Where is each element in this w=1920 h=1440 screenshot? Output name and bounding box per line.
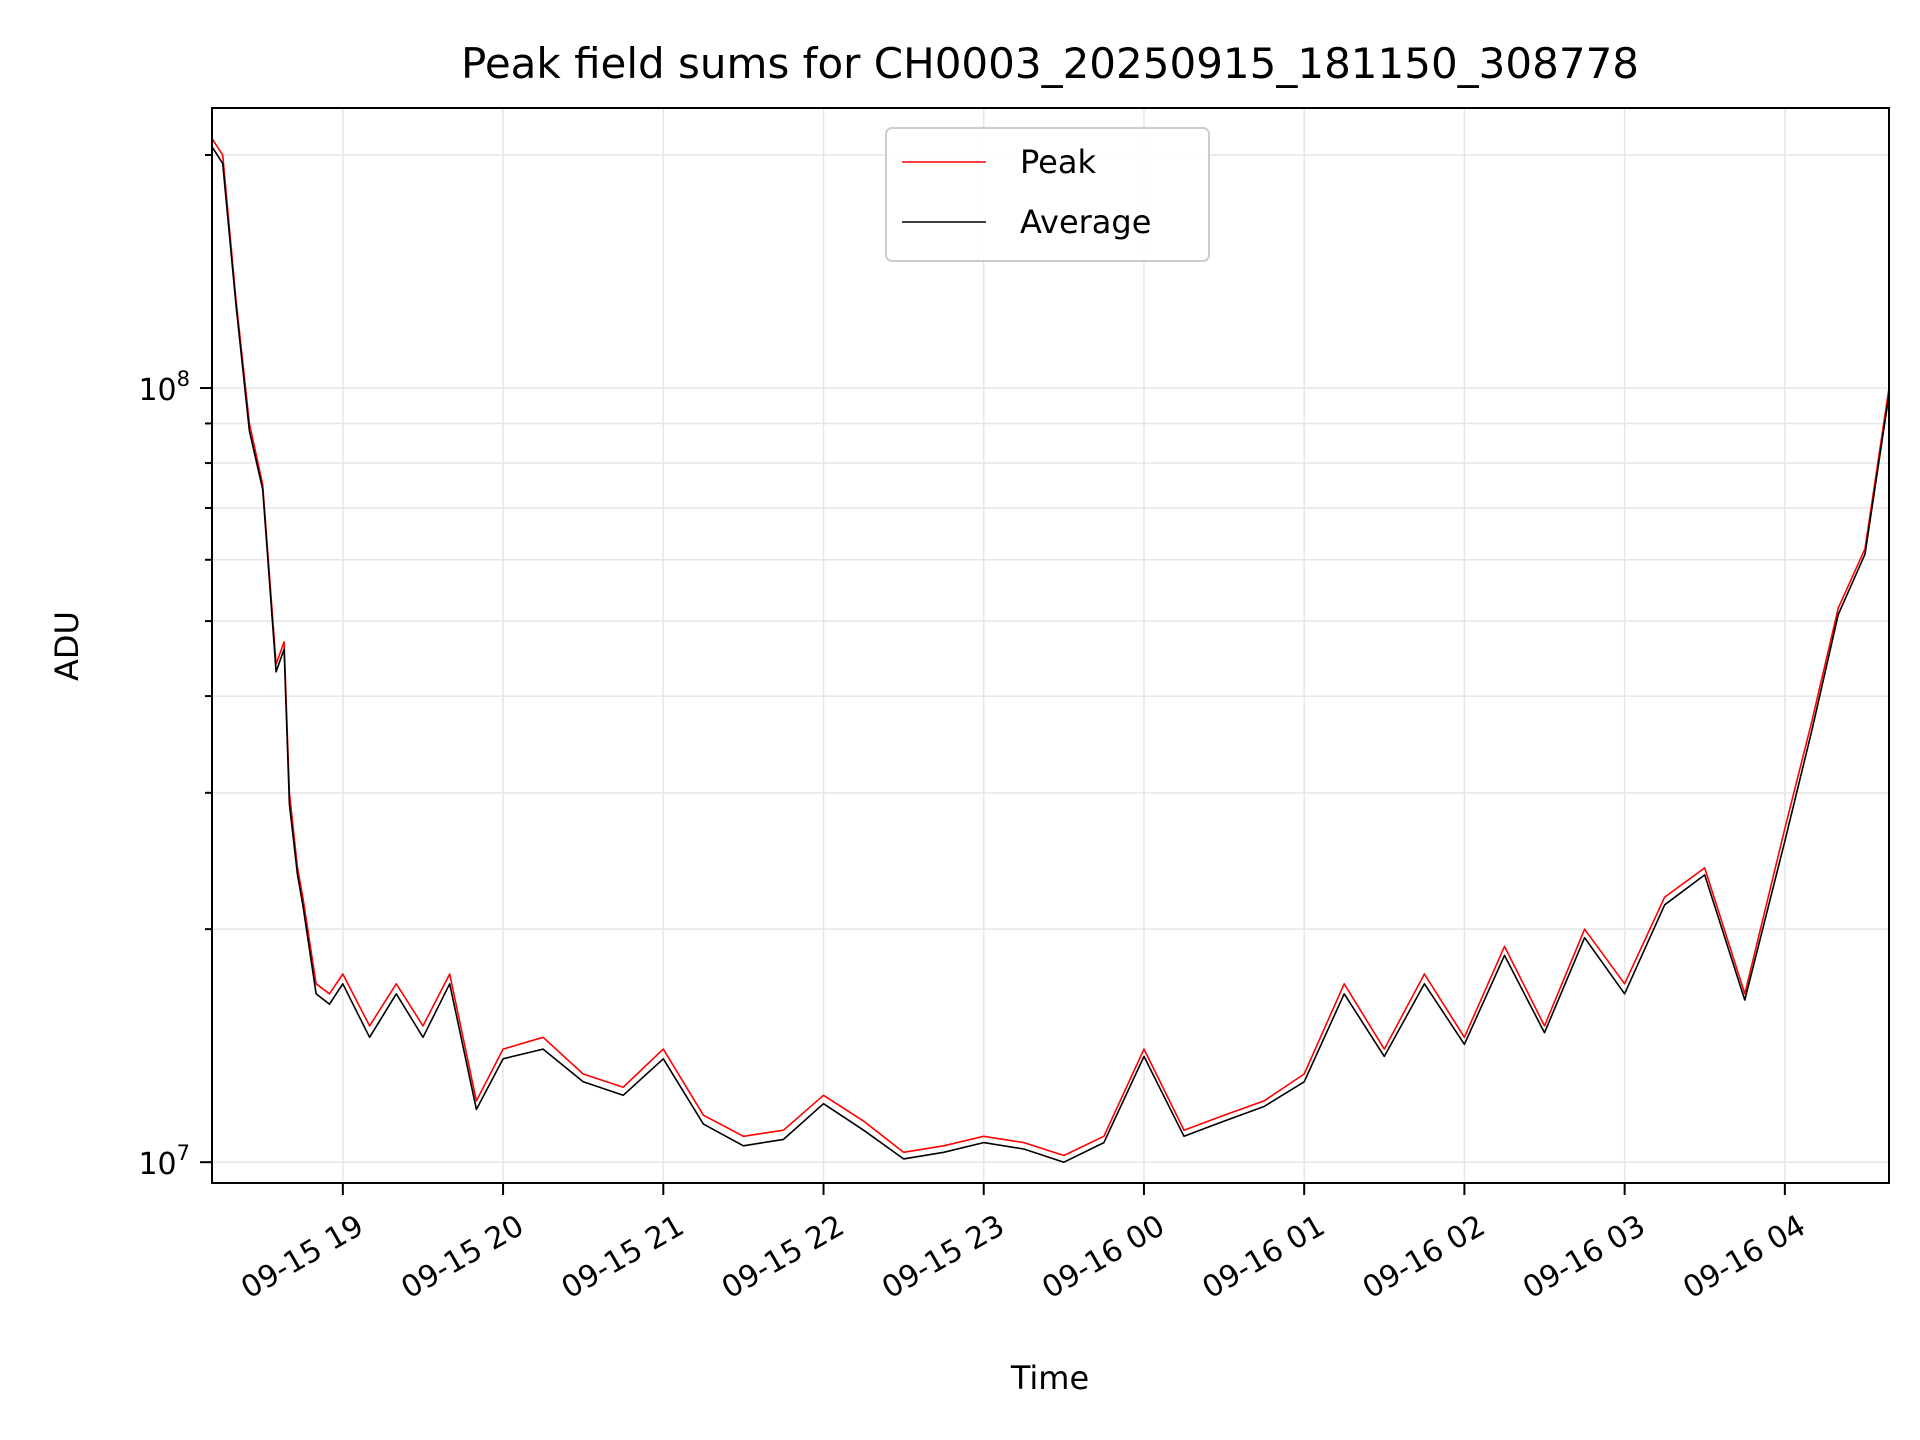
x-axis-label: Time (1010, 1359, 1089, 1397)
y-tick-label: 107 (138, 1141, 190, 1182)
series-line-peak (212, 138, 1889, 1157)
legend: Peak Average (885, 127, 1210, 262)
legend-label-average: Average (1020, 203, 1151, 241)
plot-frame (211, 107, 1890, 1184)
legend-label-peak: Peak (1020, 143, 1096, 181)
y-tick-label: 108 (138, 367, 190, 408)
series-line-average (212, 146, 1889, 1163)
y-axis-label: ADU (48, 611, 86, 681)
grid (212, 108, 1889, 1183)
y-ticks: 108 107 (138, 153, 212, 1182)
series-layer (212, 138, 1889, 1163)
chart-title: Peak field sums for CH0003_20250915_1811… (461, 39, 1639, 88)
